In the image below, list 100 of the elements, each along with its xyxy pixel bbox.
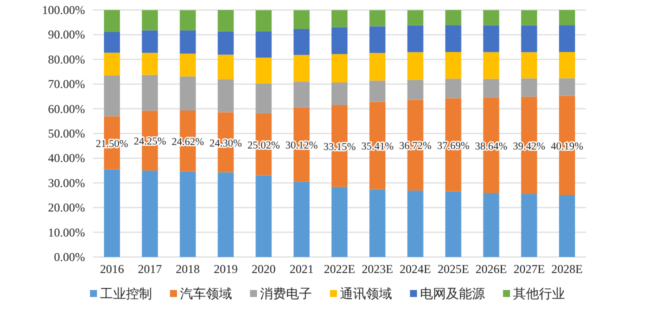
bar (104, 169, 120, 257)
bar (332, 186, 348, 257)
bar (180, 171, 196, 257)
x-tick-label: 2024E (400, 262, 432, 276)
y-tick-label: 100.00% (42, 3, 85, 17)
bar (521, 10, 538, 26)
bar (294, 28, 310, 55)
bar (445, 52, 462, 79)
y-tick-label: 50.00% (48, 126, 85, 140)
bar (483, 78, 500, 98)
bar (483, 25, 500, 52)
bar (369, 10, 386, 26)
bar (407, 190, 424, 257)
bar (369, 80, 386, 102)
y-tick-label: 60.00% (48, 102, 85, 116)
bar (256, 175, 272, 257)
legend-label: 汽车领域 (180, 286, 232, 301)
data-label: 40.19% (550, 141, 584, 152)
data-label: 39.42% (512, 141, 546, 152)
x-tick-label: 2018 (176, 262, 200, 276)
bar (332, 10, 348, 28)
bar (445, 191, 462, 257)
bar (142, 170, 158, 257)
data-label: 35.41% (361, 142, 394, 153)
x-tick-label: 2027E (513, 262, 545, 276)
bar (407, 10, 424, 26)
legend-label: 其他行业 (513, 286, 565, 301)
y-tick-label: 10.00% (48, 225, 85, 240)
bar (332, 27, 348, 54)
y-tick-label: 40.00% (48, 151, 85, 166)
bar (294, 54, 310, 82)
bar (332, 54, 348, 82)
bar (218, 31, 234, 55)
bar (218, 79, 234, 112)
bar (180, 30, 196, 54)
bar (559, 78, 576, 96)
legend-label: 消费电子 (260, 286, 312, 301)
bar (369, 52, 386, 81)
x-tick-label: 2020 (252, 262, 276, 276)
bar (559, 52, 576, 78)
y-tick-label: 90.00% (48, 28, 85, 42)
bar (218, 172, 234, 257)
data-label: 33.15% (323, 142, 356, 153)
bar (521, 194, 538, 257)
bar (407, 25, 424, 52)
x-tick-label: 2017 (138, 262, 162, 276)
bar (294, 182, 310, 257)
bar (104, 32, 120, 53)
x-tick-label: 2025E (438, 262, 469, 276)
data-label: 24.30% (210, 138, 242, 150)
bar (559, 195, 576, 257)
bar (407, 80, 424, 100)
bar (218, 10, 234, 32)
bar (369, 26, 386, 53)
y-tick-label: 70.00% (48, 77, 85, 92)
bar (104, 75, 120, 116)
bar (332, 82, 348, 105)
bar (559, 25, 576, 52)
x-tick-label: 2019 (214, 262, 238, 276)
x-tick-label: 2023E (362, 262, 394, 276)
bar (559, 10, 576, 26)
data-label: 37.69% (437, 140, 470, 152)
bar (483, 10, 500, 26)
data-label: 24.25% (134, 136, 166, 148)
data-label: 36.72% (399, 141, 432, 152)
y-tick-label: 80.00% (48, 52, 85, 66)
y-tick-label: 0.00% (54, 250, 85, 264)
data-label: 21.50% (96, 138, 128, 150)
data-label: 24.62% (172, 136, 204, 148)
bar (521, 25, 538, 52)
bar (294, 82, 310, 108)
bar (445, 25, 462, 52)
x-tick-label: 2016 (100, 262, 124, 276)
bar (142, 74, 158, 111)
bar (104, 10, 120, 32)
data-label: 30.12% (285, 140, 318, 152)
legend-label: 电网及能源 (420, 286, 485, 301)
bar (256, 31, 272, 58)
bar (180, 10, 196, 30)
bar (445, 10, 462, 26)
legend-label: 通讯领域 (340, 286, 392, 301)
bar (521, 78, 538, 97)
bar (294, 10, 310, 29)
bar (180, 54, 196, 76)
x-tick-label: 2026E (476, 262, 507, 276)
bar (521, 52, 538, 78)
x-tick-label: 2028E (551, 262, 583, 276)
bar (142, 30, 158, 53)
bar (445, 78, 462, 98)
bar (407, 52, 424, 80)
bar (142, 10, 158, 30)
x-tick-label: 2021 (290, 262, 314, 276)
legend-label: 工业控制 (100, 286, 152, 301)
bar (256, 10, 272, 32)
bar (483, 193, 500, 257)
bar (256, 83, 272, 114)
y-tick-label: 30.00% (48, 176, 85, 190)
bar (369, 189, 386, 257)
bar (483, 52, 500, 79)
bar (104, 52, 120, 76)
